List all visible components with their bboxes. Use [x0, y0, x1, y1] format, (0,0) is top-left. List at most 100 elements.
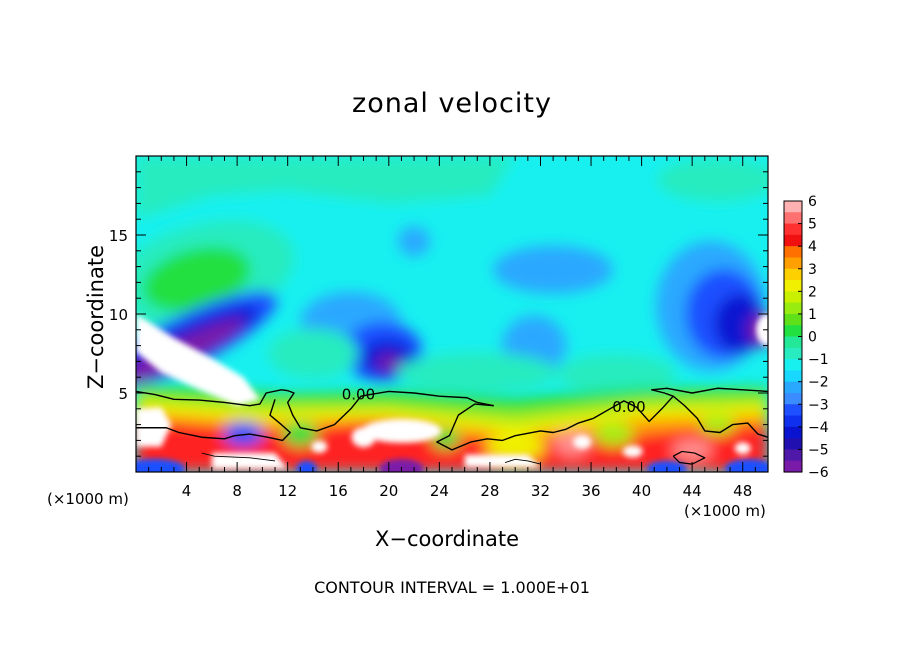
colorbar-swatch: [784, 246, 802, 259]
contour-label: 0.00: [342, 386, 375, 404]
low-blob-yg-46: [699, 414, 736, 435]
contour-label: 0.00: [612, 398, 645, 416]
colorbar-tick-label: 4: [808, 239, 817, 255]
colorbar-swatch: [784, 313, 802, 326]
x-tick-label: 28: [480, 482, 499, 500]
white-20: [361, 418, 442, 443]
colorbar-swatch: [784, 325, 802, 338]
colorbar-tick-label: −5: [808, 442, 829, 458]
colorbar-swatch: [784, 370, 802, 383]
colorbar-swatch: [784, 449, 802, 462]
contour-zero-left: [136, 389, 288, 407]
bottom-red: [136, 437, 768, 472]
x-tick-label: 48: [733, 482, 752, 500]
x-axis-label: X−coordinate: [375, 527, 519, 551]
contour-thin-bottom-left: [201, 452, 276, 462]
colorbar-swatch: [784, 415, 802, 428]
colorbar-tick-label: 0: [808, 330, 817, 346]
velocity-field: [136, 156, 768, 472]
low-blob-pink-44: [672, 439, 713, 460]
y-tick-label: 15: [109, 227, 128, 245]
colorbar-swatch: [784, 347, 802, 360]
colorbar-swatch: [784, 302, 802, 315]
y-tick-label: 10: [109, 306, 128, 324]
bottom-roll-1: [136, 458, 185, 472]
colorbar-swatch: [784, 257, 802, 270]
colorbar-swatch: [784, 234, 802, 247]
colorbar-tick-label: −4: [808, 420, 829, 436]
colorbar-swatch: [784, 280, 802, 292]
y-axis-label: Z−coordinate: [84, 245, 108, 389]
x-tick-label: 4: [182, 482, 192, 500]
x-unit-label-left: (×1000 m): [47, 490, 129, 508]
x-axis: 4 8 12 16 20 24 28 32 36 40 44 48: [148, 156, 756, 500]
colorbar-tick-label: 6: [808, 194, 817, 210]
vortex-violet: [376, 354, 401, 371]
blob-33-13: [493, 245, 614, 294]
upper-left-teal: [136, 156, 516, 220]
x-tick-label: 24: [430, 482, 449, 500]
white-35: [573, 434, 592, 449]
white-14: [311, 440, 328, 453]
colorbar-swatch: [784, 223, 802, 236]
colorbar-tick-label: −6: [808, 465, 829, 481]
field-sharp-layer: [136, 313, 768, 472]
contour-interval-note: CONTOUR INTERVAL = 1.000E+01: [314, 578, 590, 597]
y-axis: 5 10 15: [109, 171, 768, 457]
contour-thin-bottom-mid: [504, 458, 541, 465]
bottom-roll-48: [725, 458, 768, 472]
colorbar-tick-label: 1: [808, 307, 817, 323]
colorbar-tick-label: 3: [808, 262, 817, 278]
white-39: [622, 445, 643, 458]
low-blob-green-13: [282, 422, 319, 447]
y-tick-label: 5: [118, 385, 128, 403]
low-blob-yg-38: [593, 422, 634, 447]
colorbar-swatch: [784, 268, 802, 281]
colorbar-swatch: [784, 381, 802, 394]
contour-zero-mid-lower: [436, 403, 594, 451]
contour-zero-right-loop: [672, 450, 706, 465]
chart-title: zonal velocity: [352, 88, 552, 119]
white-48: [734, 442, 751, 455]
contour-zero-mid: [286, 389, 494, 432]
zero-contours: [136, 387, 768, 465]
x-tick-label: 8: [232, 482, 242, 500]
white-bottom-28: [464, 454, 541, 468]
field-soft-layer: [136, 156, 768, 472]
colorbar-tick-label: −2: [808, 375, 829, 391]
contour-zero-right: [593, 387, 768, 423]
colorbar-swatch: [784, 404, 802, 417]
mid-left-green: [142, 246, 251, 312]
colorbar-swatch: [784, 426, 802, 439]
blob-22-15: [398, 226, 431, 257]
contour-labels: 0.00 0.00: [342, 386, 646, 417]
bottom-roll-21: [379, 458, 424, 472]
x-tick-label: 12: [278, 482, 297, 500]
colorbar-swatch: [784, 460, 802, 473]
bottom-roll-13: [296, 460, 317, 472]
contour-zero-right-lower: [672, 395, 768, 438]
colorbar-swatch: [784, 359, 802, 371]
colorbar-swatch: [784, 392, 802, 405]
x-tick-label: 40: [632, 482, 651, 500]
colorbar: 6 5 4 3 2 1 0 −1 −2 −3 −4 −5 −6: [783, 194, 829, 481]
low-right-teal: [556, 354, 677, 395]
contour-zero-left-lower: [136, 427, 235, 440]
white-18: [351, 427, 376, 448]
white-left-jet: [136, 314, 260, 406]
low-mid-teal: [397, 352, 558, 393]
colorbar-swatch: [784, 212, 802, 225]
colorbar-swatch: [784, 291, 802, 304]
x-tick-label: 44: [683, 482, 702, 500]
x-tick-label: 16: [329, 482, 348, 500]
colorbar-swatch: [784, 201, 802, 213]
contour-zero-left-loop: [234, 399, 291, 442]
x-unit-label-right: (×1000 m): [684, 502, 766, 520]
x-tick-label: 36: [581, 482, 600, 500]
white-left-low: [136, 407, 172, 447]
upper-right-teal: [657, 157, 768, 202]
colorbar-tick-label: −3: [808, 397, 829, 413]
white-bottom-6: [211, 453, 288, 469]
